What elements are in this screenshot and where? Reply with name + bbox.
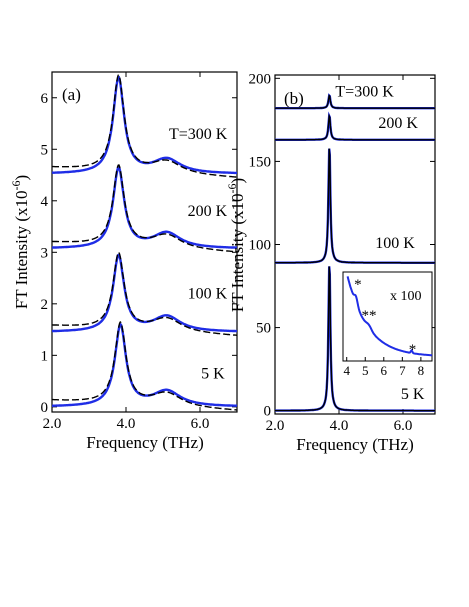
y-tick-label: 0 [41, 400, 49, 416]
series-fit-line [275, 266, 435, 412]
panel-a-y-ticks: 0 1 2 3 4 5 6 [41, 91, 237, 416]
series-label: 5 K [401, 386, 425, 403]
inset-x-tick-label: 8 [418, 363, 425, 378]
y-tick-label: 0 [264, 404, 272, 420]
panel-a-y-axis-label-exp: -6 [9, 180, 23, 190]
y-tick-label: 150 [249, 154, 272, 170]
series-fit-line [275, 113, 435, 141]
panel-b-y-axis-label-text: FT Intensity (x10 [228, 193, 247, 312]
panel-a-y-axis-label-text: FT Intensity (x10 [12, 190, 31, 309]
panel-a-x-ticks: 2.0 4.0 6.0 [43, 72, 210, 432]
svg-text:FT Intensity (x10-6): FT Intensity (x10-6) [9, 175, 31, 309]
y-tick-label: 5 [41, 142, 49, 158]
series-label: 100 K [188, 286, 228, 303]
inset-x-tick-label: 6 [381, 363, 388, 378]
series-fit-line [52, 251, 238, 336]
series-label: 200 K [188, 203, 228, 220]
panel-b-x-axis-label: Frequency (THz) [296, 435, 414, 454]
inset-x-tick-label: 5 [362, 363, 369, 378]
y-tick-label: 200 [249, 71, 272, 87]
panel-b-y-axis-label-exp: -6 [225, 183, 239, 193]
inset-annotation: * [354, 277, 362, 293]
y-tick-label: 6 [41, 91, 49, 107]
x-tick-label: 2.0 [43, 416, 62, 432]
y-tick-label: 1 [41, 348, 49, 364]
inset-annotations: **** [354, 277, 416, 358]
series-fit-line [275, 94, 435, 109]
y-tick-label: 2 [41, 297, 49, 313]
inset-annotation: ** [361, 308, 376, 324]
panel-b-series-labels: T=300 K 200 K 100 K 5 K [335, 84, 424, 403]
inset-data-curve [346, 276, 433, 357]
panel-b-series [275, 93, 435, 412]
inset-annotation: * [409, 342, 417, 358]
y-tick-label: 4 [41, 194, 49, 210]
panel-a: (a) 0 1 2 3 4 5 6 2.0 4.0 6.0 T=300 K 200 K 100 K 5… [9, 71, 238, 452]
series-fit-line [52, 320, 237, 411]
panel-a-y-axis-label-close: ) [12, 175, 31, 181]
series-label: 5 K [201, 366, 225, 383]
series-fit-line [275, 148, 435, 264]
panel-a-x-axis-label: Frequency (THz) [86, 433, 204, 452]
panel-b-y-axis-label-close: ) [228, 178, 247, 184]
x-tick-label: 6.0 [394, 418, 413, 434]
series-label: T=300 K [335, 84, 394, 101]
y-tick-label: 100 [249, 238, 272, 254]
panel-a-series [51, 74, 238, 411]
panel-b-label: (b) [284, 89, 304, 108]
svg-text:FT Intensity (x10-6): FT Intensity (x10-6) [225, 178, 247, 312]
panel-a-label: (a) [62, 85, 81, 104]
series-fit-line [52, 74, 238, 178]
series-fit-line [52, 164, 238, 253]
panel-b: (b) 0 50 100 150 200 2.0 4.0 6.0 T=300 K 200 K 1… [225, 71, 436, 454]
inset-x-tick-label: 7 [399, 363, 406, 378]
panel-b-y-ticks: 0 50 100 150 200 [249, 71, 435, 420]
panel-b-y-axis-label: FT Intensity (x10-6) [225, 178, 247, 312]
panel-a-y-axis-label: FT Intensity (x10-6) [9, 175, 31, 309]
y-tick-label: 3 [41, 245, 49, 261]
x-tick-label: 2.0 [266, 418, 285, 434]
x-tick-label: 6.0 [191, 416, 210, 432]
x-tick-label: 4.0 [117, 416, 136, 432]
series-data-line [52, 253, 237, 333]
series-label: T=300 K [169, 126, 228, 143]
inset-x-tick-label: 4 [343, 363, 350, 378]
inset-scale-label: x 100 [390, 289, 422, 304]
y-tick-label: 50 [256, 321, 271, 337]
x-tick-label: 4.0 [330, 418, 349, 434]
series-label: 100 K [375, 235, 415, 252]
panel-a-series-labels: T=300 K 200 K 100 K 5 K [169, 126, 228, 383]
series-label: 200 K [378, 115, 418, 132]
panel-a-frame [51, 71, 238, 413]
